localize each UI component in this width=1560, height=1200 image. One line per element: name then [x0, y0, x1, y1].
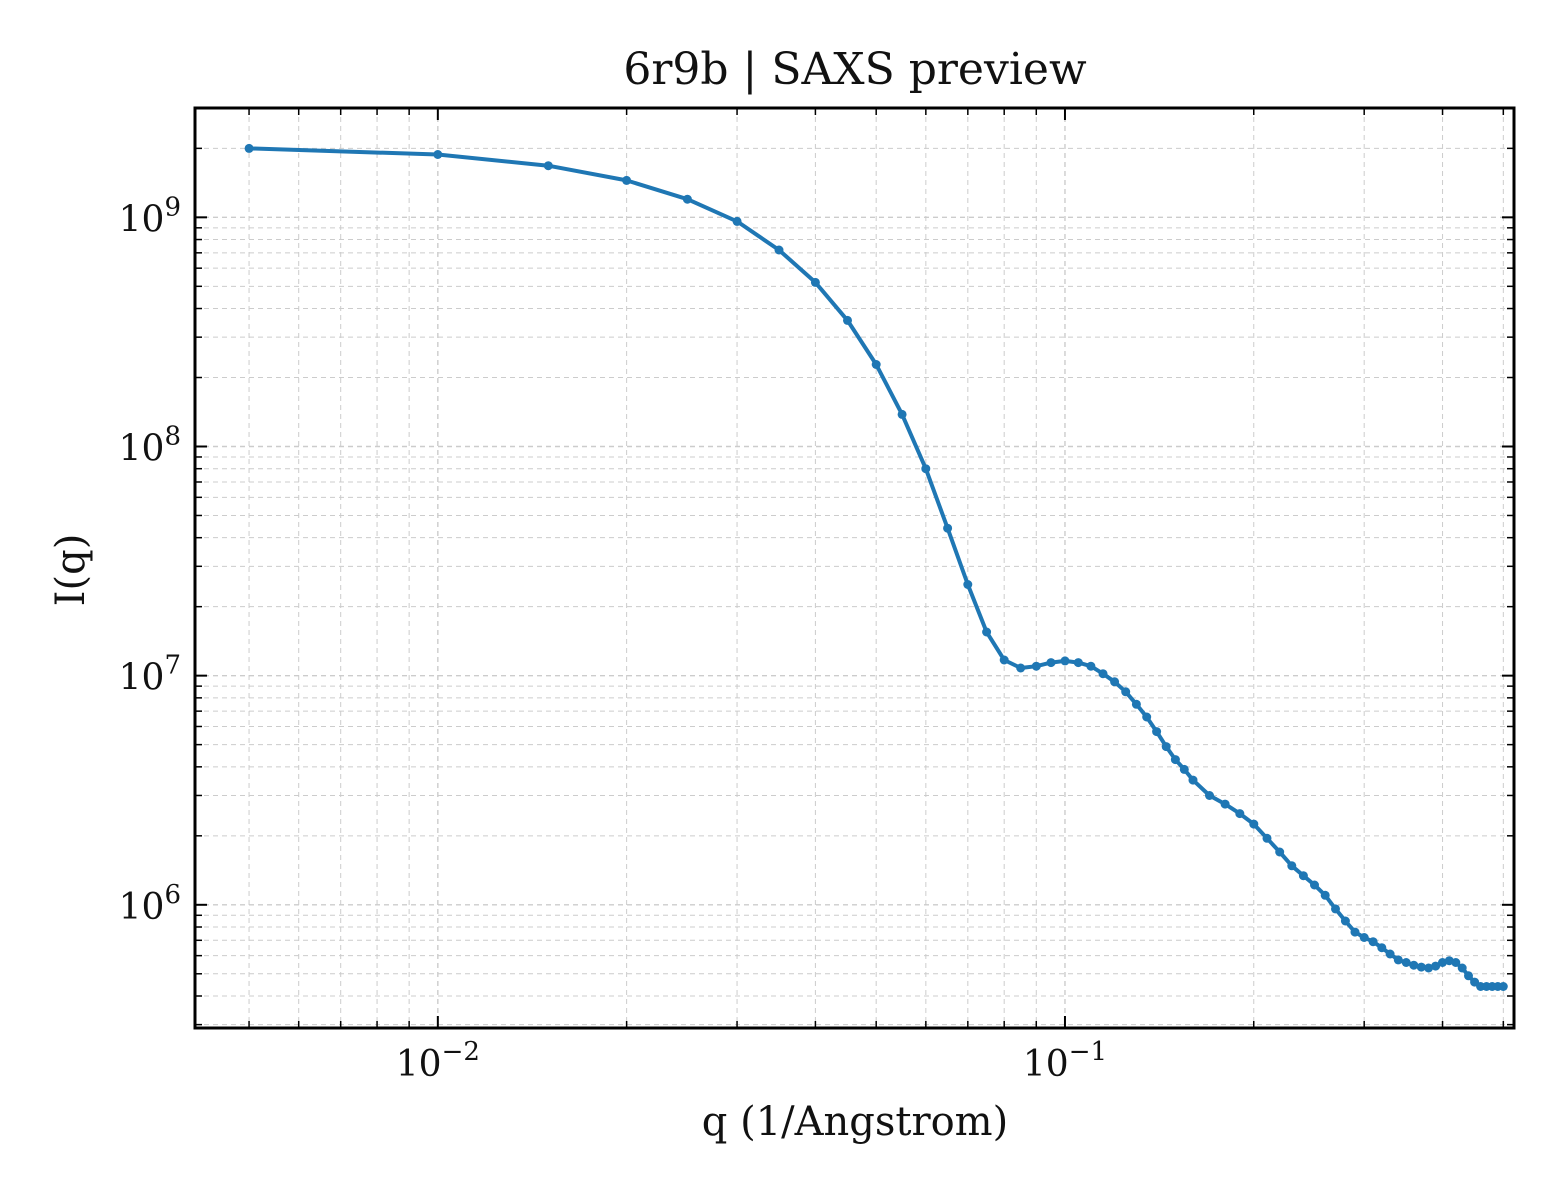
- data-point: [1416, 962, 1426, 972]
- data-point: [921, 464, 931, 474]
- x-tick-label: 10−1: [1023, 1037, 1107, 1085]
- data-point: [1451, 958, 1461, 967]
- data-point: [1340, 916, 1350, 926]
- data-point: [682, 194, 692, 204]
- data-point: [999, 655, 1009, 665]
- series-layer: [244, 143, 1508, 991]
- data-point: [244, 143, 254, 153]
- data-point: [963, 580, 973, 589]
- data-point: [1377, 943, 1387, 953]
- data-point: [1098, 669, 1108, 679]
- data-point: [1121, 687, 1131, 697]
- data-point: [1110, 677, 1120, 687]
- y-axis-label: I(q): [48, 534, 94, 607]
- data-point: [1016, 663, 1026, 673]
- data-point: [1131, 699, 1141, 709]
- data-point: [1368, 937, 1378, 947]
- data-point: [1438, 958, 1447, 967]
- data-point: [1320, 890, 1330, 900]
- tick-labels: 10−2 10−1 106 107 108 109: [119, 192, 1107, 1085]
- data-point: [1457, 963, 1467, 973]
- data-point: [732, 216, 742, 226]
- data-point: [1046, 658, 1056, 668]
- data-point: [1188, 775, 1198, 785]
- data-point: [1060, 656, 1070, 666]
- data-point: [622, 175, 632, 185]
- data-point: [1401, 958, 1411, 967]
- data-point: [1031, 661, 1041, 671]
- data-point: [982, 627, 992, 637]
- data-point: [1235, 809, 1245, 819]
- data-point: [1464, 971, 1473, 981]
- data-point: [1262, 833, 1272, 843]
- chart-title: 6r9b | SAXS preview: [623, 44, 1087, 95]
- data-point: [1431, 961, 1441, 971]
- data-point: [1359, 933, 1369, 942]
- data-point: [1409, 960, 1419, 970]
- data-point: [1393, 955, 1403, 965]
- y-tick-label: 109: [119, 192, 181, 240]
- data-point: [1073, 658, 1083, 668]
- data-point: [1385, 949, 1395, 959]
- data-point: [1086, 661, 1096, 671]
- data-point: [897, 409, 907, 419]
- data-point: [1331, 904, 1340, 914]
- data-point: [1287, 861, 1297, 871]
- data-point: [1310, 880, 1319, 890]
- data-point: [843, 315, 852, 325]
- data-point: [1249, 819, 1259, 829]
- data-point: [1179, 764, 1189, 774]
- x-tick-label: 10−2: [396, 1037, 480, 1085]
- grid-lines: [195, 107, 1514, 1028]
- data-point: [1220, 799, 1230, 809]
- data-point: [1350, 927, 1360, 937]
- data-point: [1161, 742, 1171, 752]
- y-tick-label: 108: [119, 421, 181, 469]
- data-point: [1298, 871, 1308, 881]
- data-point: [774, 245, 784, 255]
- data-point: [1205, 791, 1214, 800]
- data-point: [1142, 712, 1152, 722]
- data-point: [1424, 963, 1434, 973]
- y-tick-label: 106: [119, 880, 181, 928]
- data-point: [433, 150, 443, 159]
- data-point: [943, 523, 953, 533]
- data-point: [871, 360, 881, 369]
- y-tick-label: 107: [119, 651, 181, 699]
- data-point: [1152, 727, 1162, 737]
- data-point: [810, 277, 820, 287]
- plot-frame: [193, 106, 1516, 1030]
- x-axis-label: q (1/Angstrom): [702, 1099, 1008, 1145]
- data-point: [1170, 755, 1180, 765]
- data-point: [1498, 982, 1508, 991]
- data-point: [1275, 847, 1285, 857]
- data-point: [543, 161, 553, 171]
